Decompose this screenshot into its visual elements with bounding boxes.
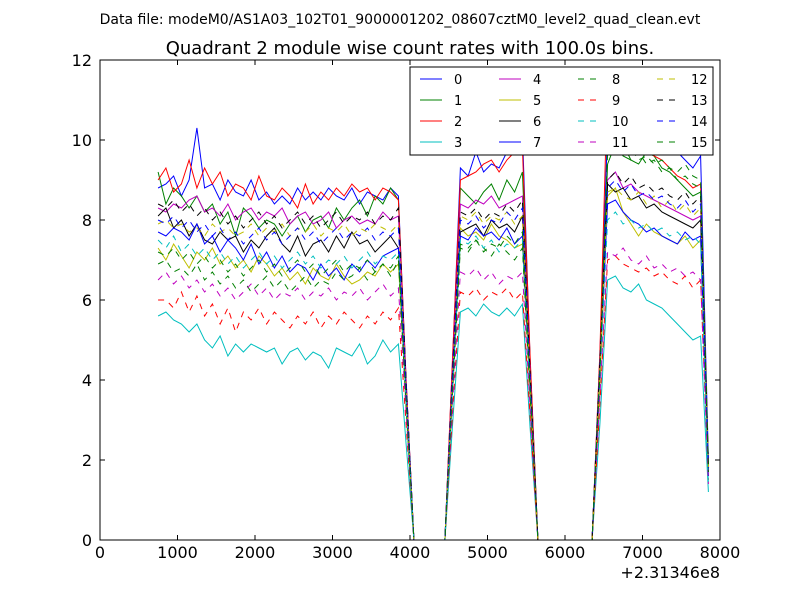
figure-suptitle: Data file: modeM0/AS1A03_102T01_90000012… [100, 12, 701, 28]
y-tick-label: 2 [82, 451, 92, 470]
series-line-7 [157, 199, 709, 541]
x-tick-label: 5000 [467, 543, 508, 562]
legend-item: 9 [578, 94, 620, 109]
legend-item: 11 [578, 136, 629, 151]
series-line-5 [157, 187, 709, 541]
series-line-3 [157, 275, 709, 541]
legend-box [409, 66, 714, 156]
x-tick-label: 0 [95, 543, 105, 562]
series-line-4 [157, 171, 709, 541]
legend-label: 11 [612, 136, 629, 151]
y-tick-label: 8 [82, 211, 92, 230]
legend-label: 7 [533, 136, 541, 151]
x-tick-label: 1000 [157, 543, 198, 562]
legend-item: 6 [499, 115, 541, 130]
legend-item: 2 [420, 115, 462, 130]
legend-item: 1 [420, 94, 462, 109]
x-tick-label: 8000 [700, 543, 741, 562]
legend-label: 14 [691, 115, 708, 130]
series-line-8 [157, 142, 709, 541]
legend-item: 3 [420, 136, 462, 151]
x-offset-label: +2.31346e8 [620, 563, 720, 582]
x-tick-label: 2000 [235, 543, 276, 562]
legend-label: 0 [454, 73, 462, 88]
legend-item: 0 [420, 73, 462, 88]
legend-label: 1 [454, 94, 462, 109]
legend-label: 13 [691, 94, 708, 109]
x-tick-label: 7000 [622, 543, 663, 562]
series-line-10 [157, 211, 709, 541]
y-tick-label: 6 [82, 291, 92, 310]
x-tick-label: 6000 [545, 543, 586, 562]
legend-label: 3 [454, 136, 462, 151]
legend-item: 10 [578, 115, 629, 130]
legend-item: 8 [578, 73, 620, 88]
x-tick-label: 3000 [312, 543, 353, 562]
axes: 0 1000 2000 3000 4000 5000 6000 7000 80000246810… [72, 51, 741, 562]
series-line-6 [157, 182, 709, 541]
legend-label: 9 [612, 94, 620, 109]
y-tick-label: 12 [72, 51, 92, 70]
legend-label: 15 [691, 136, 708, 151]
y-tick-label: 4 [82, 371, 92, 390]
legend-label: 8 [612, 73, 620, 88]
legend-label: 4 [533, 73, 541, 88]
legend-label: 5 [533, 94, 541, 109]
legend-label: 10 [612, 115, 629, 130]
legend-item: 14 [657, 115, 708, 130]
legend-item: 7 [499, 136, 541, 151]
series-line-11 [157, 247, 709, 541]
series-line-0 [157, 90, 709, 541]
legend-label: 6 [533, 115, 541, 130]
chart-title: Quadrant 2 module wise count rates with … [166, 38, 655, 59]
series-line-9 [158, 255, 709, 541]
legend-label: 12 [691, 73, 708, 88]
legend-item: 13 [657, 94, 708, 109]
legend-item: 4 [499, 73, 541, 88]
series-line-12 [157, 187, 709, 541]
series-line-14 [157, 179, 709, 541]
series-line-15 [157, 143, 709, 541]
legend-label: 2 [454, 115, 462, 130]
y-tick-label: 0 [82, 531, 92, 550]
y-tick-label: 10 [72, 131, 92, 150]
x-tick-label: 4000 [390, 543, 431, 562]
legend-item: 15 [657, 136, 708, 151]
series-line-13 [157, 171, 709, 541]
series-line-1 [157, 142, 709, 541]
legend-item: 5 [499, 94, 541, 109]
legend-item: 12 [657, 73, 708, 88]
